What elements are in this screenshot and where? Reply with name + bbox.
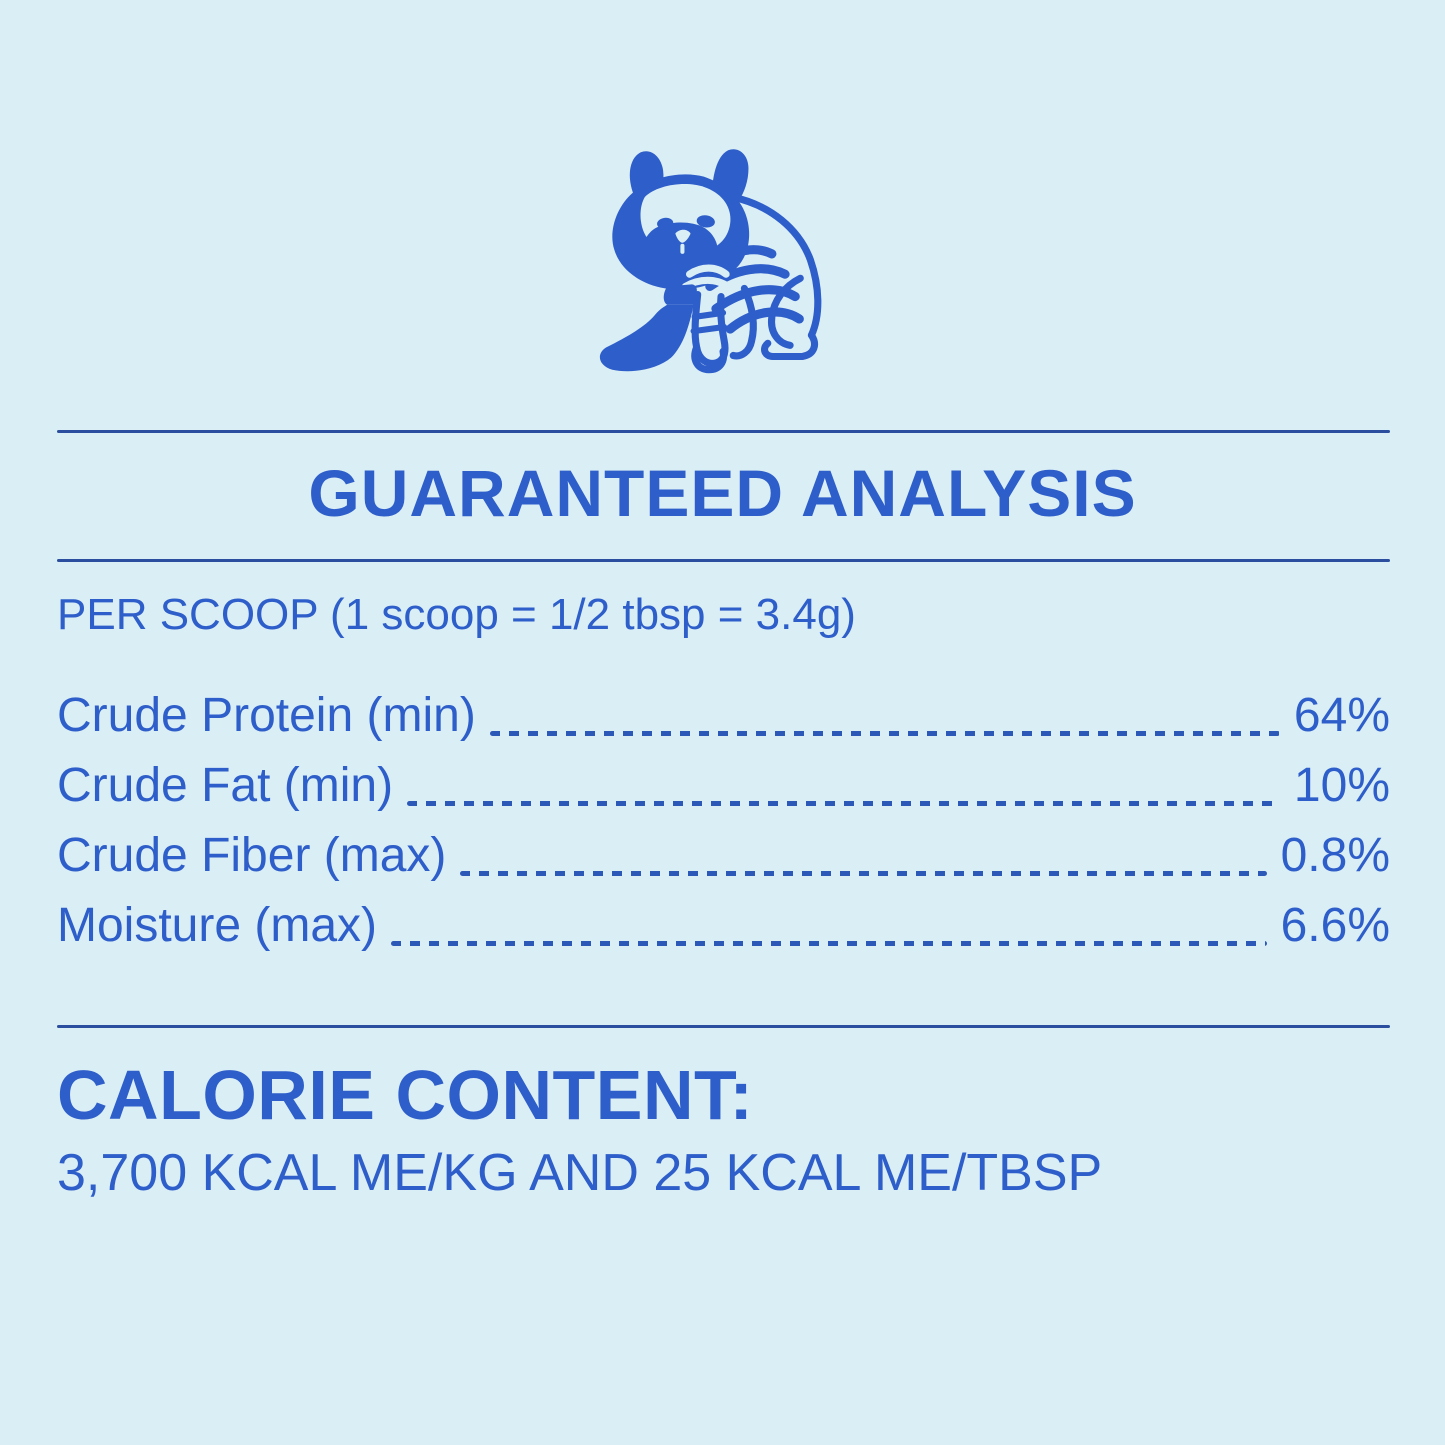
table-row: Crude Fiber (max) 0.8% (57, 820, 1390, 890)
dotted-leader (489, 731, 1280, 736)
french-bulldog-icon (599, 149, 822, 374)
divider-top (57, 430, 1390, 433)
dotted-leader (407, 801, 1280, 806)
table-row: Moisture (max) 6.6% (57, 890, 1390, 960)
nutrient-label: Crude Protein (min) (57, 688, 476, 742)
dotted-leader (391, 941, 1267, 946)
serving-note: PER SCOOP (1 scoop = 1/2 tbsp = 3.4g) (57, 590, 856, 639)
nutrient-value: 64% (1293, 688, 1390, 742)
nutrient-label: Moisture (max) (57, 898, 378, 952)
analysis-table: Crude Protein (min) 64% Crude Fat (min) … (57, 680, 1390, 960)
table-row: Crude Fat (min) 10% (57, 750, 1390, 820)
divider-under-title (57, 559, 1390, 562)
calorie-content-heading: CALORIE CONTENT: (57, 1056, 754, 1134)
divider-above-calories (57, 1025, 1390, 1028)
nutrient-value: 6.6% (1280, 898, 1390, 952)
nutrient-label: Crude Fat (min) (57, 758, 394, 812)
dotted-leader (460, 871, 1267, 876)
nutrient-value: 10% (1293, 758, 1390, 812)
page-title: GUARANTEED ANALYSIS (308, 456, 1137, 530)
calorie-content-value: 3,700 KCAL ME/KG AND 25 KCAL ME/TBSP (57, 1144, 1103, 1202)
nutrient-value: 0.8% (1280, 828, 1390, 882)
table-row: Crude Protein (min) 64% (57, 680, 1390, 750)
nutrient-label: Crude Fiber (max) (57, 828, 447, 882)
dog-illustration-wrap (592, 144, 846, 378)
